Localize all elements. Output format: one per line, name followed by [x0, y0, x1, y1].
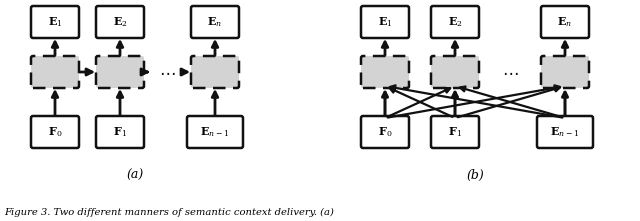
- FancyBboxPatch shape: [541, 56, 589, 88]
- FancyBboxPatch shape: [96, 116, 144, 148]
- FancyBboxPatch shape: [191, 6, 239, 38]
- Text: $\mathbf{E}_1$: $\mathbf{E}_1$: [378, 15, 392, 29]
- Text: $\mathbf{F}_0$: $\mathbf{F}_0$: [378, 125, 392, 139]
- Text: $\mathbf{E}_{n-1}$: $\mathbf{E}_{n-1}$: [200, 125, 230, 139]
- Text: (a): (a): [126, 168, 143, 181]
- Text: $\mathbf{E}_n$: $\mathbf{E}_n$: [557, 15, 573, 29]
- FancyBboxPatch shape: [431, 6, 479, 38]
- FancyBboxPatch shape: [431, 56, 479, 88]
- Text: $\mathbf{F}_1$: $\mathbf{F}_1$: [448, 125, 462, 139]
- Text: $\mathbf{E}_1$: $\mathbf{E}_1$: [48, 15, 62, 29]
- Text: $\mathbf{F}_1$: $\mathbf{F}_1$: [113, 125, 127, 139]
- Text: $\mathbf{E}_n$: $\mathbf{E}_n$: [207, 15, 223, 29]
- FancyBboxPatch shape: [361, 56, 409, 88]
- Text: Figure 3. Two different manners of semantic context delivery. (a): Figure 3. Two different manners of seman…: [4, 208, 334, 217]
- FancyBboxPatch shape: [31, 116, 79, 148]
- FancyBboxPatch shape: [361, 6, 409, 38]
- Text: $\mathbf{E}_{n-1}$: $\mathbf{E}_{n-1}$: [550, 125, 579, 139]
- Text: $\mathbf{E}_2$: $\mathbf{E}_2$: [447, 15, 462, 29]
- FancyBboxPatch shape: [31, 56, 79, 88]
- FancyBboxPatch shape: [96, 6, 144, 38]
- FancyBboxPatch shape: [187, 116, 243, 148]
- Text: $\mathbf{F}_0$: $\mathbf{F}_0$: [48, 125, 62, 139]
- FancyBboxPatch shape: [541, 6, 589, 38]
- Text: $\mathbf{E}_2$: $\mathbf{E}_2$: [113, 15, 127, 29]
- Text: (b): (b): [466, 168, 484, 181]
- FancyBboxPatch shape: [361, 116, 409, 148]
- Text: $\cdots$: $\cdots$: [502, 63, 518, 81]
- FancyBboxPatch shape: [191, 56, 239, 88]
- FancyBboxPatch shape: [96, 56, 144, 88]
- FancyBboxPatch shape: [431, 116, 479, 148]
- FancyBboxPatch shape: [537, 116, 593, 148]
- Text: $\cdots$: $\cdots$: [159, 63, 175, 81]
- FancyBboxPatch shape: [31, 6, 79, 38]
